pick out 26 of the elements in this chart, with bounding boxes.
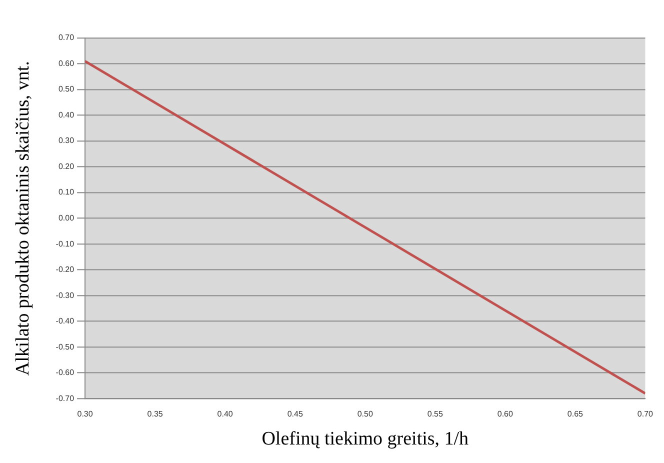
y-tick-label: -0.50 [56, 342, 75, 352]
x-tick-label: 0.65 [567, 410, 584, 419]
x-tick-label: 0.50 [357, 410, 374, 419]
y-tick-label: -0.40 [56, 316, 75, 326]
y-tick-label: -0.70 [56, 394, 75, 403]
y-tick-label: -0.30 [56, 290, 75, 300]
x-tick-label: 0.70 [637, 410, 654, 419]
x-tick-label: 0.55 [427, 410, 444, 419]
y-tick-label: 0.70 [58, 33, 75, 42]
x-tick-label: 0.45 [287, 410, 304, 419]
x-tick-label: 0.30 [77, 410, 94, 419]
y-tick-label: 0.40 [58, 110, 75, 120]
y-tick-label: -0.60 [56, 368, 75, 378]
y-tick-label: 0.60 [58, 58, 75, 68]
y-tick-label: 0.10 [58, 188, 75, 197]
y-tick-label: -0.10 [56, 239, 75, 248]
y-tick-label: 0.20 [58, 162, 75, 171]
x-tick-label: 0.60 [497, 410, 514, 419]
y-tick-label: 0.30 [58, 136, 75, 146]
x-axis-title: Olefinų tiekimo greitis, 1/h [262, 428, 470, 450]
y-tick-label: 0.00 [58, 214, 75, 223]
y-axis-title: Alkilato produkto oktaninis skaičius, vnt. [12, 61, 34, 376]
y-tick-label: 0.50 [58, 84, 75, 94]
x-tick-label: 0.35 [147, 410, 164, 419]
x-tick-label: 0.40 [217, 410, 234, 419]
y-tick-label: -0.20 [56, 265, 75, 274]
